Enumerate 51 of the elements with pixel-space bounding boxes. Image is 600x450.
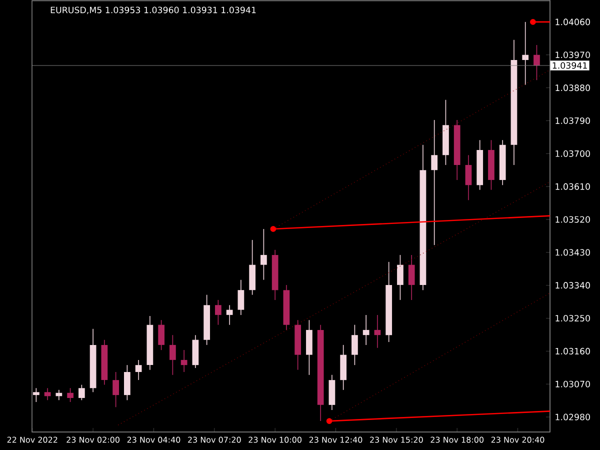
y-tick-label: 1.03250 [556,314,590,322]
candlestick [180,350,188,372]
x-tick-label: 23 Nov 02:00 [66,436,120,443]
point [530,19,536,25]
x-tick-label: 23 Nov 07:20 [188,436,241,443]
candlestick [522,22,529,86]
text: EURUSD,M5 1.03953 1.03960 1.03931 1.03941 [50,6,256,14]
candlestick [32,388,40,402]
candlestick [374,314,381,348]
candlestick [431,120,438,246]
x-tick-label: 23 Nov 18:00 [430,436,484,443]
x-tick-label: 23 Nov 15:20 [370,436,423,443]
candlestick [78,384,85,401]
y-tick-label: 1.03790 [556,117,590,124]
x-tick-label: 23 Nov 10:00 [248,436,302,443]
candlestick [112,372,119,408]
candlestick [215,300,222,326]
candlestick [238,279,244,316]
y-tick-label: 1.03610 [556,183,590,190]
candlestick [67,388,74,402]
x-tick-label: 23 Nov 04:40 [127,436,180,443]
x-tick-label: 23 Nov 12:40 [309,436,362,443]
y-tick-label: 1.03700 [556,150,590,157]
candlestick [170,334,176,376]
candlestick [534,44,540,81]
candlestick [226,304,233,326]
y-tick-label: 1.03970 [556,52,590,58]
point [326,418,332,424]
candlestick [465,154,472,200]
x-tick-label: 23 Nov 20:40 [491,436,544,443]
y-tick-label: 1.02980 [556,414,590,420]
candlestick [352,324,358,366]
candlestick [408,254,415,300]
y-tick-label: 1.03880 [556,84,590,92]
point [270,226,276,232]
candlestick [56,390,62,401]
ref-line-label: 1.03941 [552,62,587,69]
x-tick-label: 22 Nov 2022 [7,436,58,443]
y-tick-label: 1.03520 [556,216,590,223]
candlestick [260,228,267,280]
y-tick-label: 1.04060 [556,18,590,26]
candlestick [158,320,164,350]
candlestick [135,360,142,380]
candlestick [44,388,51,401]
candlestick [362,314,370,346]
candlestick [124,364,130,401]
y-tick-label: 1.03070 [556,380,590,388]
y-tick-label: 1.03160 [556,348,590,354]
y-tick-label: 1.03340 [556,282,590,289]
y-tick-label: 1.03430 [556,249,590,256]
candlestick [397,254,404,300]
